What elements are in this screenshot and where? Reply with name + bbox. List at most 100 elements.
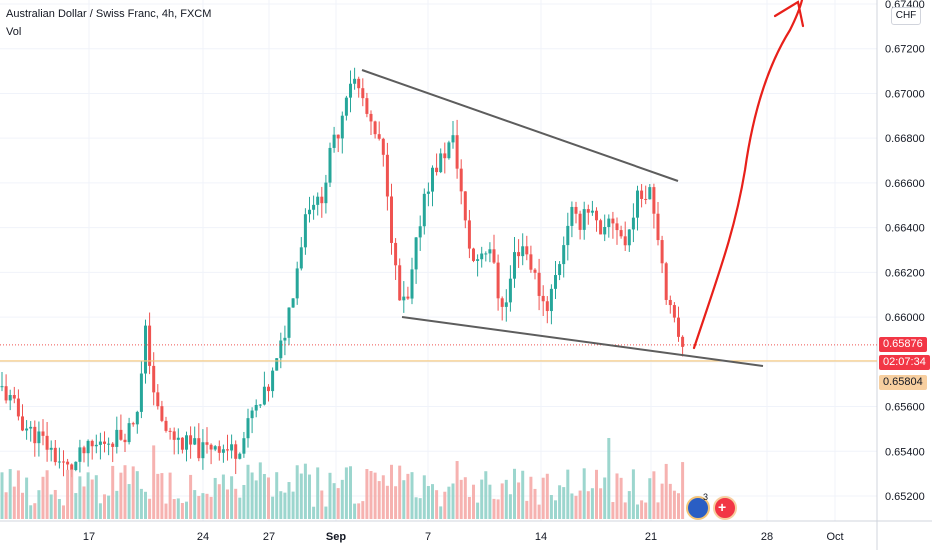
candle-body (578, 213, 582, 230)
volume-bar (37, 490, 41, 519)
candle-body (164, 420, 168, 431)
volume-bar (435, 490, 439, 519)
volume-bar (49, 494, 53, 519)
candle-body (533, 269, 537, 273)
volume-bar (623, 502, 627, 519)
volume-bar (246, 464, 250, 519)
volume-bar (82, 486, 86, 519)
volume-bar (631, 469, 635, 519)
level-price-badge: 0.65804 (879, 375, 927, 390)
volume-bar (558, 485, 562, 519)
currency-button[interactable]: CHF (891, 7, 921, 25)
candle-body (541, 295, 545, 302)
volume-bar (279, 491, 283, 519)
volume-bar (21, 492, 24, 519)
volume-bar (12, 486, 16, 519)
candle-body (582, 209, 586, 230)
volume-bar (271, 496, 275, 519)
dividend-event-icon[interactable] (713, 496, 737, 520)
candle-body (308, 209, 311, 215)
volume-bar (45, 470, 49, 519)
projection-arrow-line[interactable] (692, 0, 804, 350)
candle-body (677, 317, 680, 337)
price-tick-label: 0.67400 (885, 0, 925, 11)
volume-bar (582, 468, 586, 519)
volume-bar (455, 461, 459, 519)
volume-bar (406, 473, 410, 519)
volume-bar (197, 495, 201, 519)
time-tick-label: 27 (263, 531, 275, 543)
time-tick-label: Sep (326, 531, 346, 543)
volume-bar (484, 471, 488, 519)
candle-body (492, 249, 496, 263)
candle-body (599, 220, 603, 235)
volume-bar (180, 503, 184, 519)
candle-body (197, 438, 201, 459)
candle-body (607, 218, 611, 228)
candle-body (144, 325, 147, 374)
candle-body (451, 135, 455, 143)
candle-body (344, 97, 348, 116)
candle-body (332, 134, 336, 148)
candle-body (336, 134, 340, 139)
volume-bar (267, 477, 270, 519)
candle-body (340, 115, 344, 139)
candle-body (373, 121, 377, 135)
volume-bar (135, 471, 139, 519)
dividend-event-plus-icon: + (718, 499, 727, 515)
candle-body (385, 154, 389, 197)
volume-bar (566, 469, 570, 519)
volume-bar (107, 495, 111, 519)
candle-body (664, 263, 668, 300)
volume-bar (103, 494, 106, 519)
volume-bar (209, 496, 213, 519)
volume-bar (549, 495, 553, 519)
candle-body (209, 444, 213, 450)
candle-body (37, 431, 41, 444)
volume-bar (123, 465, 127, 519)
candle-body (603, 227, 607, 235)
upper-trendline[interactable] (361, 69, 679, 182)
candle-body (226, 449, 229, 451)
volume-bar (291, 491, 295, 519)
volume-bar (562, 487, 566, 519)
volume-bar (504, 479, 508, 519)
volume-bar (0, 472, 4, 519)
candle-body (176, 437, 180, 440)
candle-body (267, 386, 270, 392)
volume-bar (426, 486, 430, 519)
volume-bar (66, 469, 70, 519)
volume-bar (599, 488, 603, 519)
volume-bar (607, 437, 611, 519)
candle-body (349, 83, 352, 98)
volume-bar (586, 491, 590, 519)
candle-body (558, 264, 562, 276)
candle-body (8, 395, 12, 401)
volume-bar (394, 486, 398, 519)
volume-bar (615, 473, 619, 519)
candle-body (435, 167, 439, 173)
volume-bar (328, 472, 332, 519)
candle-body (320, 196, 324, 204)
economic-event-flag-icon[interactable] (686, 496, 710, 520)
time-tick-label: 14 (535, 531, 547, 543)
candle-body (262, 386, 266, 405)
volume-bar (414, 497, 418, 519)
lower-trendline[interactable] (401, 316, 764, 367)
volume-bar (8, 469, 12, 519)
candle-body (328, 147, 332, 183)
volume-bar (156, 473, 160, 519)
volume-bar (513, 468, 516, 519)
volume-bar (336, 488, 340, 519)
candle-body (549, 288, 553, 312)
candle-body (562, 245, 566, 265)
volume-bar (529, 476, 533, 519)
candle-body (361, 88, 365, 99)
candle-body (586, 209, 590, 213)
chart-legend-title: Australian Dollar / Swiss Franc, 4h, FXC… (6, 8, 212, 20)
volume-bar (365, 469, 369, 519)
candle-body (250, 410, 254, 419)
candle-body (70, 464, 74, 470)
